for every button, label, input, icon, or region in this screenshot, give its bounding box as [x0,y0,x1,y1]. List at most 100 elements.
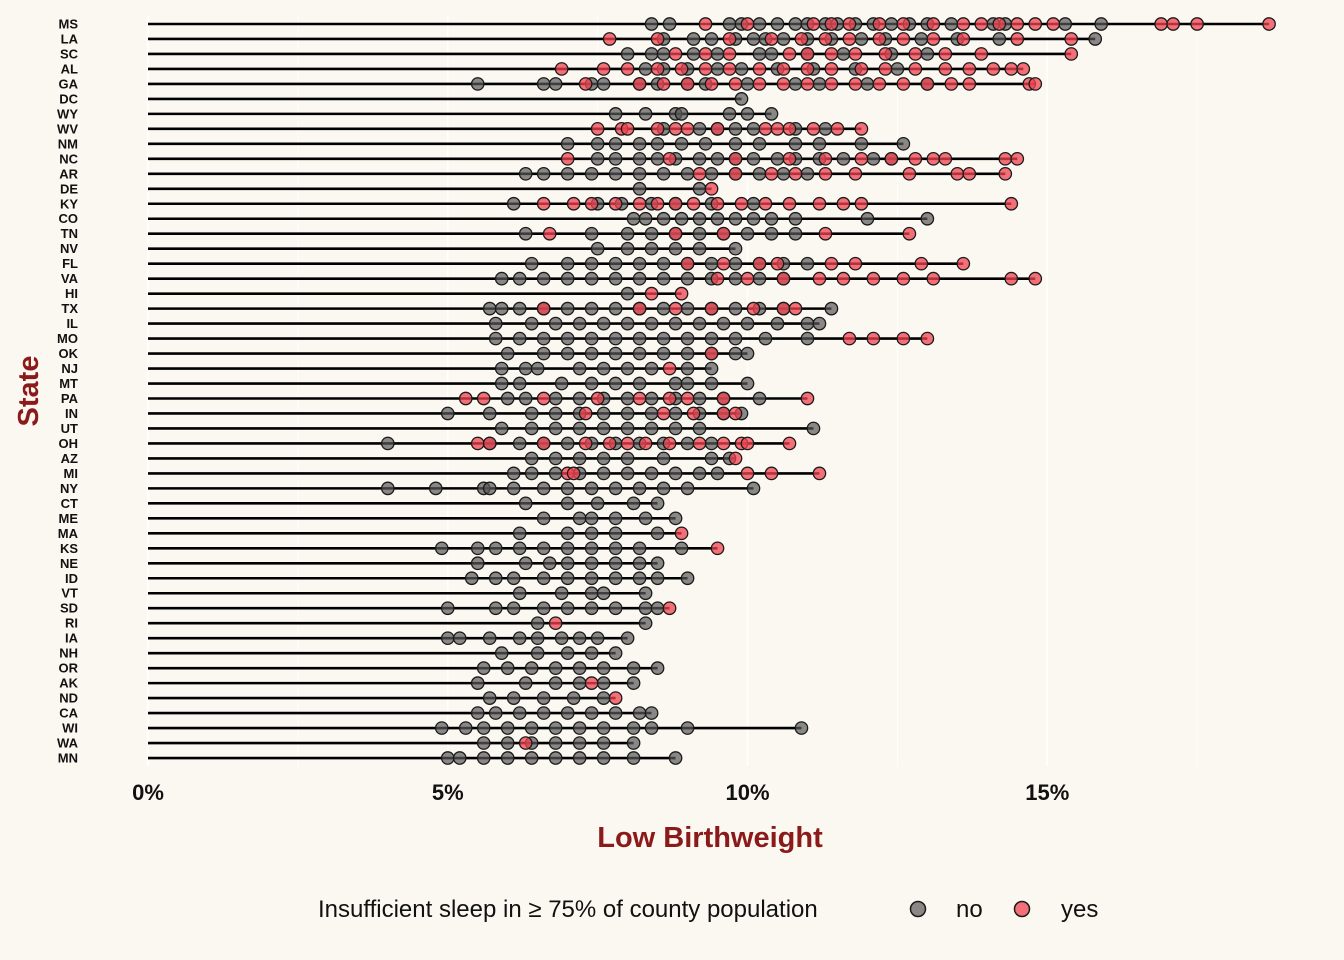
point-yes [1166,17,1180,31]
point-no [608,151,623,166]
point-yes [962,77,977,91]
point-no [788,77,803,91]
point-no [1088,32,1103,46]
y-tick-label: CO [59,211,79,226]
point-no [608,346,623,361]
y-tick-label: OK [59,346,79,361]
point-no [440,751,455,765]
point-no [596,361,611,376]
point-yes [680,256,695,271]
point-yes [1154,17,1169,31]
point-no [428,481,443,496]
point-no [506,691,521,705]
point-no [596,691,611,705]
point-no [608,571,623,586]
point-no [656,166,671,181]
point-yes [680,122,695,136]
point-no [560,541,575,556]
point-no [440,406,455,421]
y-tick-label: ND [59,691,78,706]
point-no [668,241,683,256]
point-no [788,226,803,241]
point-no [512,586,527,601]
point-yes [518,736,533,750]
point-yes [578,406,593,421]
point-no [470,541,485,556]
point-yes [1010,151,1025,166]
point-yes [740,436,755,451]
point-no [476,736,491,750]
point-no [794,721,809,735]
point-no [572,361,587,376]
point-no [704,436,719,451]
point-yes [698,62,713,76]
point-yes [662,391,677,406]
point-no [524,466,539,481]
point-no [752,166,767,181]
point-no [608,601,623,616]
y-tick-label: NE [60,556,78,571]
point-no [740,77,755,91]
point-yes [788,166,803,181]
point-yes [842,331,857,346]
point-no [560,601,575,616]
point-yes [758,196,773,211]
point-yes [902,166,917,181]
point-no [518,496,533,511]
point-no [752,391,767,406]
y-tick-label: ME [59,511,79,526]
point-no [596,736,611,750]
point-yes [776,271,791,286]
y-tick-label: PA [61,391,79,406]
y-tick-label: OR [59,661,79,676]
point-no [608,136,623,151]
point-no [512,271,527,286]
point-yes [872,32,887,46]
point-no [512,436,527,451]
point-no [560,571,575,586]
point-no [596,676,611,690]
point-no [608,256,623,271]
point-no [692,316,707,331]
point-no [536,601,551,616]
point-yes [602,436,617,451]
point-no [644,226,659,241]
point-no [500,391,515,406]
point-no [512,631,527,646]
point-yes [674,526,689,541]
legend-title: Insufficient sleep in ≥ 75% of county po… [318,896,818,923]
point-yes [752,62,767,76]
point-yes [854,196,869,211]
point-no [584,226,599,241]
y-tick-label: ID [65,571,78,586]
point-yes [716,436,731,451]
point-no [560,256,575,271]
point-no [536,331,551,346]
point-no [914,32,929,46]
point-no [590,631,605,646]
point-yes [1010,17,1025,31]
point-no [596,751,611,765]
point-no [728,271,743,286]
point-no [560,526,575,541]
legend-swatch-yes [1013,900,1031,918]
point-yes [800,47,815,61]
point-no [644,706,659,720]
point-no [572,316,587,331]
point-yes [878,47,893,61]
point-no [728,331,743,346]
point-no [728,256,743,271]
point-no [746,122,761,136]
point-yes [866,331,881,346]
y-tick-label: TN [61,226,78,241]
point-yes [806,17,821,31]
point-no [644,466,659,481]
point-no [536,346,551,361]
point-no [452,751,467,765]
point-no [1094,17,1109,31]
point-no [572,736,587,750]
point-no [548,466,563,481]
point-no [764,107,779,121]
point-yes [638,436,653,451]
point-no [548,406,563,421]
